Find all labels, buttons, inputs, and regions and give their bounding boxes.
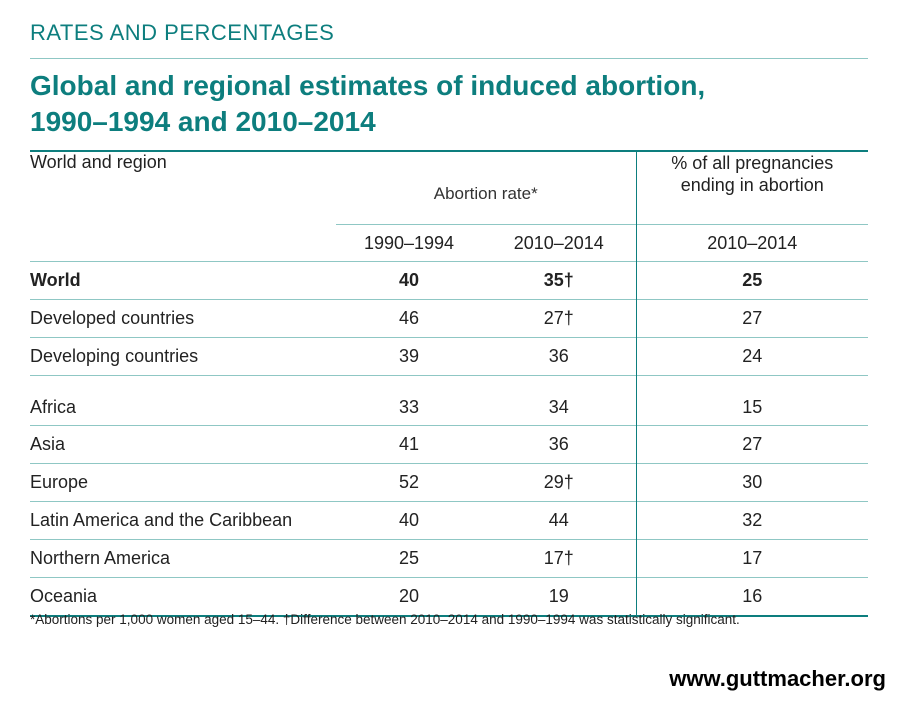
abortion-rate-header: Abortion rate*	[433, 184, 538, 203]
period-2010-header: 2010–2014	[482, 224, 636, 262]
section-label: RATES AND PERCENTAGES	[30, 20, 335, 45]
top-divider	[30, 58, 868, 59]
rate-1990-cell: 20	[336, 577, 482, 616]
region-name-cell: World	[30, 261, 336, 300]
rate-2010-cell: 36	[482, 425, 636, 464]
pct-header-line-2: ending in abortion	[680, 175, 824, 195]
rate-2010-cell: 35†	[482, 261, 636, 300]
pct-2010-cell: 30	[635, 463, 868, 502]
footnote: *Abortions per 1,000 women aged 15–44. †…	[30, 612, 740, 627]
region-name-cell: Africa	[30, 375, 336, 426]
rate-1990-cell: 52	[336, 463, 482, 502]
table-subheader-row: 1990–1994 2010–2014 2010–2014	[30, 224, 868, 262]
rate-2010-cell: 34	[482, 375, 636, 426]
rate-1990-cell: 46	[336, 299, 482, 338]
rate-2010-cell: 19	[482, 577, 636, 616]
table-row: World 40 35† 25	[30, 261, 868, 300]
rate-1990-cell: 40	[336, 261, 482, 300]
table-row: Developed countries 46 27† 27	[30, 299, 868, 338]
table-body: World 40 35† 25 Developed countries 46 27† 27 De…	[30, 261, 868, 616]
pct-2010-cell: 15	[635, 375, 868, 426]
region-name-cell: Northern America	[30, 539, 336, 578]
period-1990-header: 1990–1994	[336, 224, 482, 262]
region-column-header: World and region	[30, 152, 167, 172]
rate-1990-cell: 39	[336, 337, 482, 376]
table-row: Developing countries 39 36 24	[30, 337, 868, 376]
region-name-cell: Europe	[30, 463, 336, 502]
rate-1990-cell: 41	[336, 425, 482, 464]
table-row: Latin America and the Caribbean 40 44 32	[30, 501, 868, 540]
title-line-1: Global and regional estimates of induced…	[30, 70, 706, 101]
rate-1990-cell: 33	[336, 375, 482, 426]
table-row: Europe 52 29† 30	[30, 463, 868, 502]
pct-2010-cell: 16	[635, 577, 868, 616]
rate-2010-cell: 17†	[482, 539, 636, 578]
table-row: Asia 41 36 27	[30, 425, 868, 464]
pct-2010-cell: 25	[635, 261, 868, 300]
rate-2010-cell: 44	[482, 501, 636, 540]
pct-2010-cell: 24	[635, 337, 868, 376]
pct-2010-cell: 27	[635, 425, 868, 464]
abortion-estimates-table: World and region Abortion rate* % of all…	[30, 150, 868, 617]
website-link[interactable]: www.guttmacher.org	[669, 666, 886, 691]
pct-period-2010-header: 2010–2014	[635, 224, 868, 262]
pct-2010-cell: 32	[635, 501, 868, 540]
rate-2010-cell: 29†	[482, 463, 636, 502]
pct-pregnancies-header: % of all pregnancies ending in abortion	[635, 151, 868, 225]
rate-1990-cell: 25	[336, 539, 482, 578]
region-name-cell: Developing countries	[30, 337, 336, 376]
page-title: Global and regional estimates of induced…	[30, 68, 870, 140]
table-row: Africa 33 34 15	[30, 375, 868, 426]
table-row: Oceania 20 19 16	[30, 577, 868, 616]
subheader-blank	[30, 225, 336, 262]
region-name-cell: Asia	[30, 425, 336, 464]
rate-1990-cell: 40	[336, 501, 482, 540]
table-row: Northern America 25 17† 17	[30, 539, 868, 578]
pct-header-line-1: % of all pregnancies	[671, 153, 834, 173]
title-line-2: 1990–1994 and 2010–2014	[30, 106, 376, 137]
rate-2010-cell: 36	[482, 337, 636, 376]
region-name-cell: Latin America and the Caribbean	[30, 501, 336, 540]
pct-2010-cell: 27	[635, 299, 868, 338]
pct-2010-cell: 17	[635, 539, 868, 578]
rate-2010-cell: 27†	[482, 299, 636, 338]
table-header-row: World and region Abortion rate* % of all…	[30, 151, 868, 225]
region-name-cell: Oceania	[30, 577, 336, 616]
region-name-cell: Developed countries	[30, 299, 336, 338]
